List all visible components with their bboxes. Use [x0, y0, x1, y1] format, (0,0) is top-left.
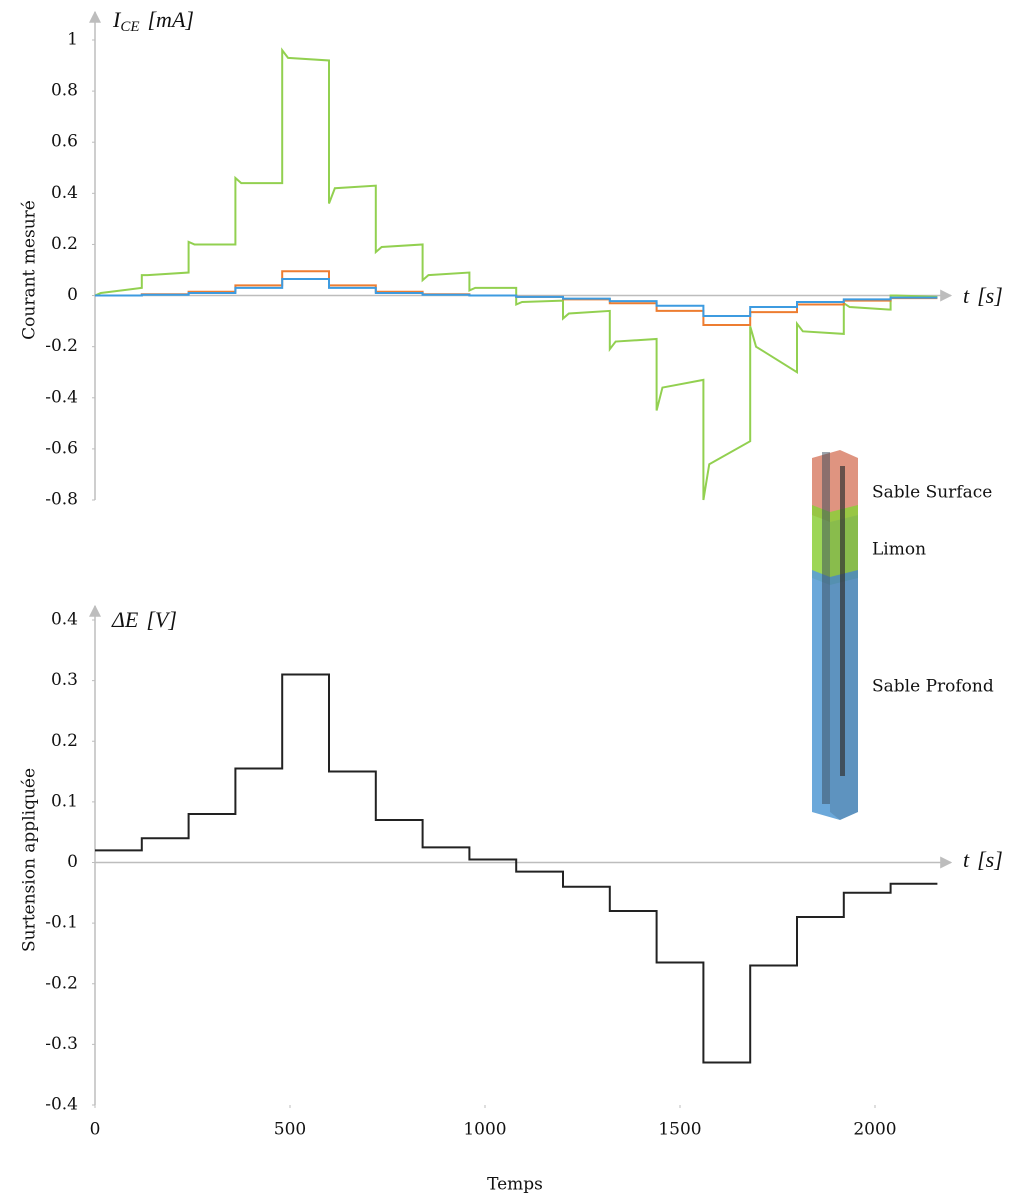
y-tick-label: -0.2 — [45, 973, 78, 993]
y-tick-label: 0.1 — [51, 791, 78, 811]
y-axis-unit: [mA] — [148, 7, 194, 32]
y-tick-label: 0.8 — [51, 81, 78, 101]
x-axis-title: Temps — [487, 1175, 543, 1195]
x-axis-label: t [s] — [963, 847, 1003, 872]
legend-label: Sable Profond — [872, 677, 994, 697]
y-tick-label: 0.3 — [51, 670, 78, 690]
y-axis-title: Courant mesuré — [20, 200, 40, 340]
x-axis-symbol: t — [963, 847, 970, 872]
y-axis-label: ΔE [V] — [111, 607, 177, 632]
y-axis-title: Surtension appliquée — [20, 768, 40, 952]
x-tick-label: 2000 — [853, 1120, 896, 1140]
legend-label: Sable Surface — [872, 483, 992, 503]
y-tick-label: -0.1 — [45, 913, 78, 933]
y-axis-subscript: CE — [120, 19, 139, 35]
x-tick-label: 1000 — [463, 1120, 506, 1140]
data-line — [95, 673, 938, 1064]
x-axis-label: t [s] — [963, 283, 1003, 308]
y-tick-label: 0.2 — [51, 234, 78, 254]
x-tick-label: 1500 — [658, 1120, 701, 1140]
y-tick-label: -0.8 — [45, 490, 78, 510]
y-tick-label: 1 — [67, 30, 78, 50]
y-tick-label: 0.6 — [51, 132, 78, 152]
x-axis-symbol: t — [963, 283, 970, 308]
data-line — [94, 47, 938, 501]
y-tick-label: -0.4 — [45, 1095, 78, 1115]
y-tick-label: -0.4 — [45, 387, 78, 407]
x-tick-label: 500 — [274, 1120, 306, 1140]
y-tick-label: 0.4 — [51, 183, 78, 203]
y-axis-label: ICE [mA] — [112, 7, 194, 35]
data-line — [95, 277, 938, 317]
y-axis-unit: [V] — [146, 607, 177, 632]
legend-label: Limon — [872, 540, 926, 560]
soil-column — [812, 450, 858, 820]
y-tick-label: 0 — [67, 285, 78, 305]
y-tick-label: 0.2 — [51, 731, 78, 751]
y-tick-label: -0.2 — [45, 336, 78, 356]
y-axis-symbol: I — [112, 7, 122, 32]
x-axis-unit: [s] — [977, 847, 1003, 872]
y-tick-label: -0.3 — [45, 1034, 78, 1054]
y-tick-label: 0 — [67, 852, 78, 872]
x-tick-label: 0 — [90, 1120, 101, 1140]
charts: 1 0.8 0.6 0.4 0.2 0 -0.2 -0.4 -0.6 -0.8 Courant me… — [20, 7, 1003, 1194]
y-tick-label: -0.6 — [45, 438, 78, 458]
y-axis-symbol: ΔE — [111, 607, 139, 632]
y-tick-label: 0.4 — [51, 610, 78, 630]
x-axis-unit: [s] — [977, 283, 1003, 308]
